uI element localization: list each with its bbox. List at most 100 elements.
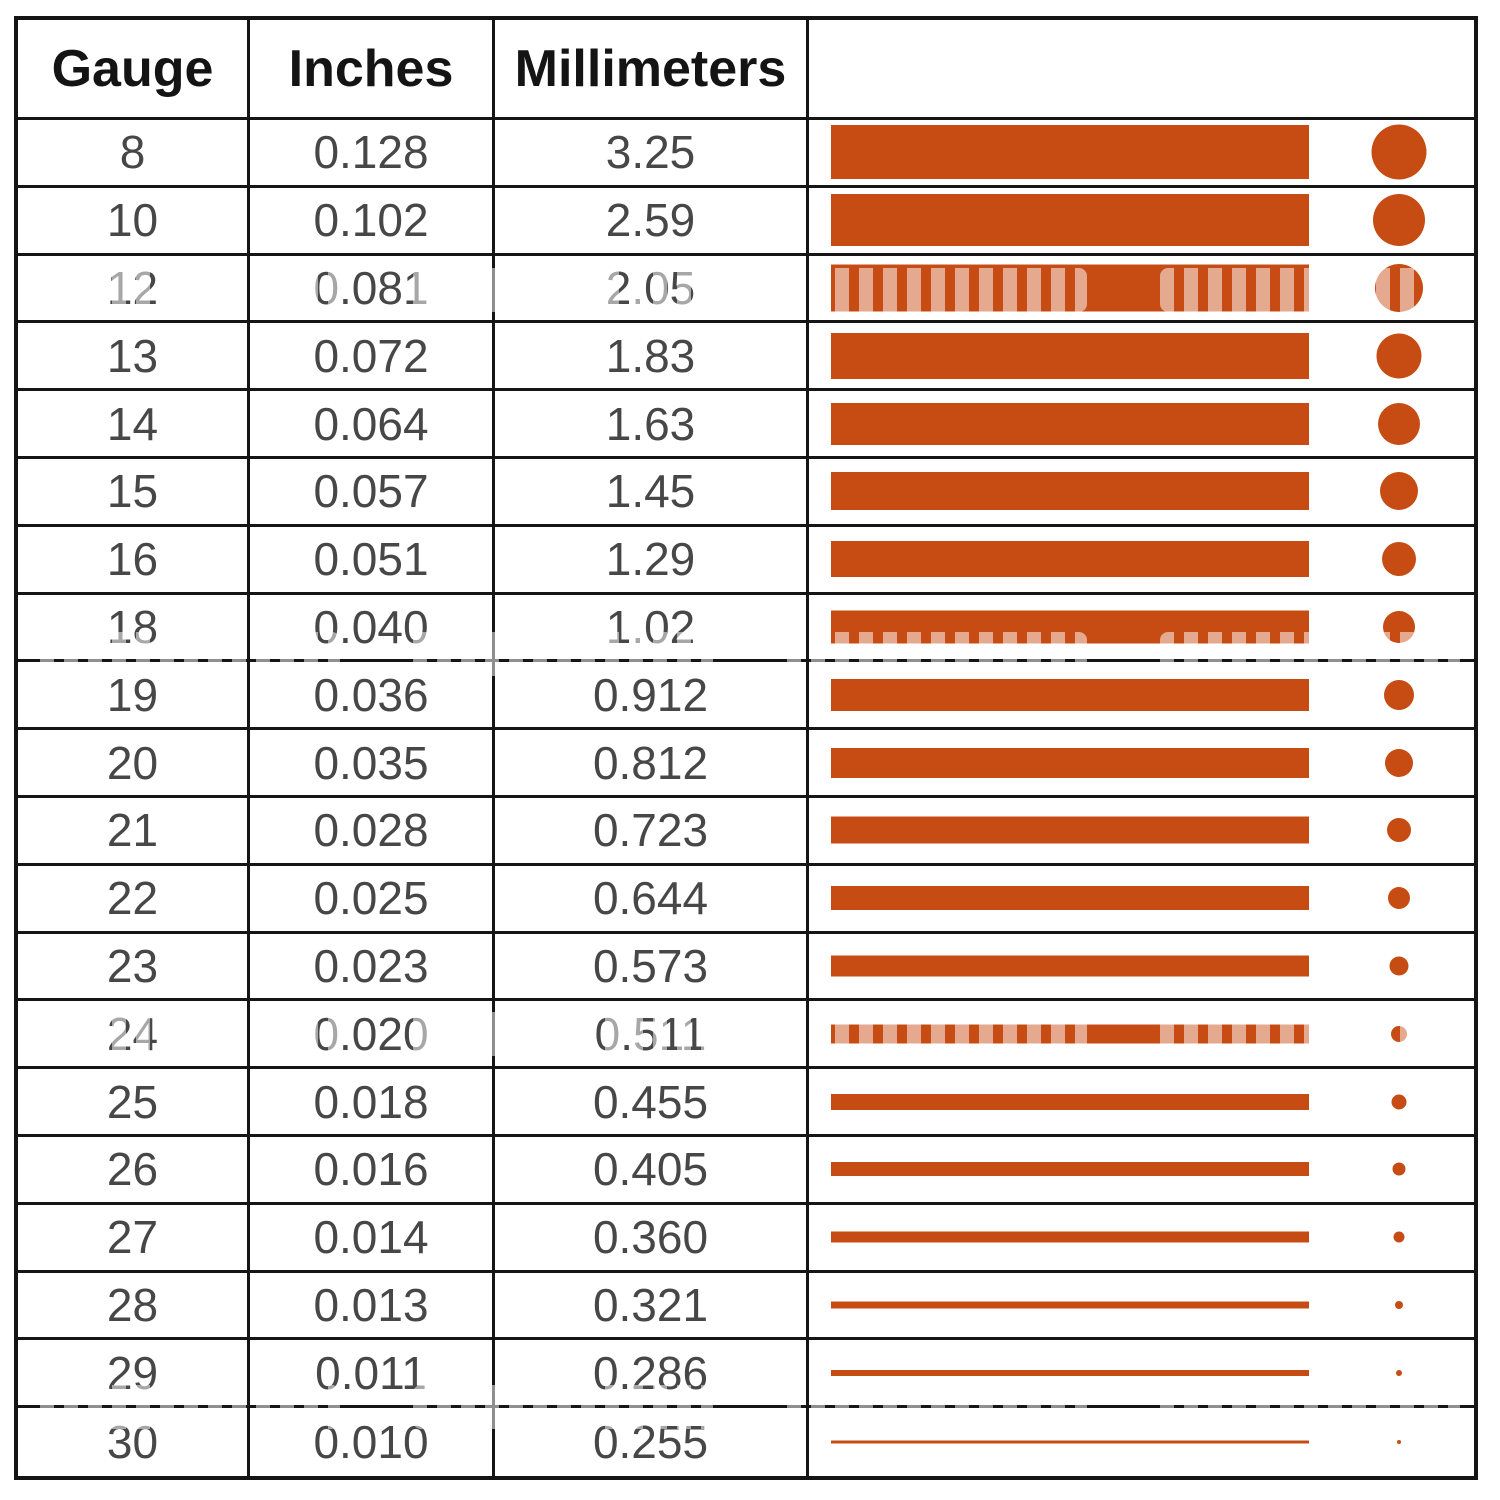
gauge-value: 13 (18, 323, 250, 392)
wire-visual-cell (809, 323, 1474, 392)
inches-value: 0.040 (250, 594, 495, 663)
wire-visual-cell (809, 120, 1474, 188)
wire-cross-section-dot (1391, 1094, 1407, 1110)
wire-visual-cell (809, 934, 1474, 1002)
wire-thickness-bar (831, 1024, 1309, 1044)
wire-cross-section-dot (1396, 1369, 1402, 1376)
wire-cross-section-dot (1375, 263, 1423, 312)
millimeters-value: 0.405 (495, 1136, 809, 1205)
gauge-value: 25 (18, 1069, 250, 1137)
gauge-value: 21 (18, 797, 250, 866)
wire-visual-cell (809, 595, 1474, 663)
gauge-value: 22 (18, 865, 250, 934)
gauge-value: 30 (18, 1408, 250, 1476)
inches-value: 0.013 (250, 1272, 495, 1341)
millimeters-value: 0.455 (495, 1069, 809, 1137)
gauge-value: 8 (18, 120, 250, 188)
millimeters-value: 0.812 (495, 730, 809, 798)
wire-visual-cell (809, 1205, 1474, 1273)
wire-visual-cell (809, 1340, 1474, 1409)
wire-cross-section-dot (1378, 402, 1420, 445)
millimeters-value: 0.723 (495, 797, 809, 866)
wire-visual-cell (809, 866, 1474, 934)
millimeters-value: 0.360 (495, 1204, 809, 1273)
wire-thickness-bar (831, 747, 1309, 778)
millimeters-value: 0.644 (495, 865, 809, 934)
wire-visual-cell (809, 1069, 1474, 1137)
inches-value: 0.023 (250, 933, 495, 1002)
wire-thickness-bar (831, 678, 1309, 711)
millimeters-value: 1.02 (495, 594, 809, 663)
wire-thickness-bar (831, 1162, 1309, 1177)
inches-value: 0.010 (250, 1408, 495, 1476)
wire-cross-section-dot (1388, 887, 1410, 910)
millimeters-value: 2.05 (495, 255, 809, 324)
gauge-value: 23 (18, 933, 250, 1002)
wire-cross-section-dot (1382, 542, 1416, 577)
header-gauge: Gauge (18, 20, 250, 120)
inches-value: 0.051 (250, 526, 495, 595)
millimeters-value: 1.45 (495, 458, 809, 527)
gauge-value: 20 (18, 730, 250, 798)
gauge-value: 19 (18, 662, 250, 731)
wire-cross-section-dot (1383, 610, 1415, 643)
wire-cross-section-dot (1387, 818, 1411, 843)
millimeters-value: 0.321 (495, 1272, 809, 1341)
wire-thickness-bar (831, 1093, 1309, 1110)
wire-cross-section-dot (1393, 1231, 1405, 1243)
wire-thickness-bar (831, 886, 1309, 911)
wire-visual-cell (809, 1001, 1474, 1070)
millimeters-value: 0.912 (495, 662, 809, 731)
wire-thickness-bar (831, 1369, 1309, 1376)
inches-value: 0.014 (250, 1204, 495, 1273)
wire-cross-section-dot (1371, 124, 1427, 180)
inches-value: 0.102 (250, 187, 495, 256)
millimeters-value: 1.83 (495, 323, 809, 392)
wire-cross-section-dot (1395, 1300, 1403, 1309)
wire-thickness-bar (831, 1301, 1309, 1309)
millimeters-value: 0.573 (495, 933, 809, 1002)
wire-thickness-bar (831, 264, 1309, 312)
millimeters-value: 3.25 (495, 120, 809, 188)
wire-thickness-bar (831, 472, 1309, 511)
inches-value: 0.028 (250, 797, 495, 866)
inches-value: 0.011 (250, 1340, 495, 1409)
millimeters-value: 0.255 (495, 1408, 809, 1476)
wire-cross-section-dot (1380, 472, 1418, 511)
wire-cross-section-dot (1397, 1440, 1401, 1445)
gauge-value: 16 (18, 526, 250, 595)
header-visual-empty (809, 20, 1474, 120)
gauge-value: 10 (18, 187, 250, 256)
gauge-value: 29 (18, 1340, 250, 1409)
millimeters-value: 0.286 (495, 1340, 809, 1409)
gauge-value: 27 (18, 1204, 250, 1273)
gauge-value: 28 (18, 1272, 250, 1341)
inches-value: 0.018 (250, 1069, 495, 1137)
wire-visual-cell (809, 1273, 1474, 1341)
wire-thickness-bar (831, 816, 1309, 844)
wire-thickness-bar (831, 541, 1309, 578)
gauge-value: 15 (18, 458, 250, 527)
gauge-value: 24 (18, 1001, 250, 1070)
wire-visual-cell (809, 459, 1474, 527)
wire-visual-cell (809, 188, 1474, 256)
gauge-value: 26 (18, 1136, 250, 1205)
wire-thickness-bar (831, 125, 1309, 180)
inches-value: 0.064 (250, 391, 495, 459)
wire-thickness-bar (831, 1231, 1309, 1243)
inches-value: 0.081 (250, 255, 495, 324)
inches-value: 0.020 (250, 1001, 495, 1070)
wire-cross-section-dot (1391, 1025, 1407, 1042)
wire-thickness-bar (831, 194, 1309, 247)
inches-value: 0.025 (250, 865, 495, 934)
wire-cross-section-dot (1392, 1162, 1406, 1176)
inches-value: 0.057 (250, 458, 495, 527)
gauge-value: 12 (18, 255, 250, 324)
millimeters-value: 1.29 (495, 526, 809, 595)
header-millimeters: Millimeters (495, 20, 809, 120)
wire-visual-cell (809, 256, 1474, 324)
wire-cross-section-dot (1384, 679, 1414, 710)
wire-visual-cell (809, 527, 1474, 595)
wire-cross-section-dot (1385, 748, 1413, 777)
